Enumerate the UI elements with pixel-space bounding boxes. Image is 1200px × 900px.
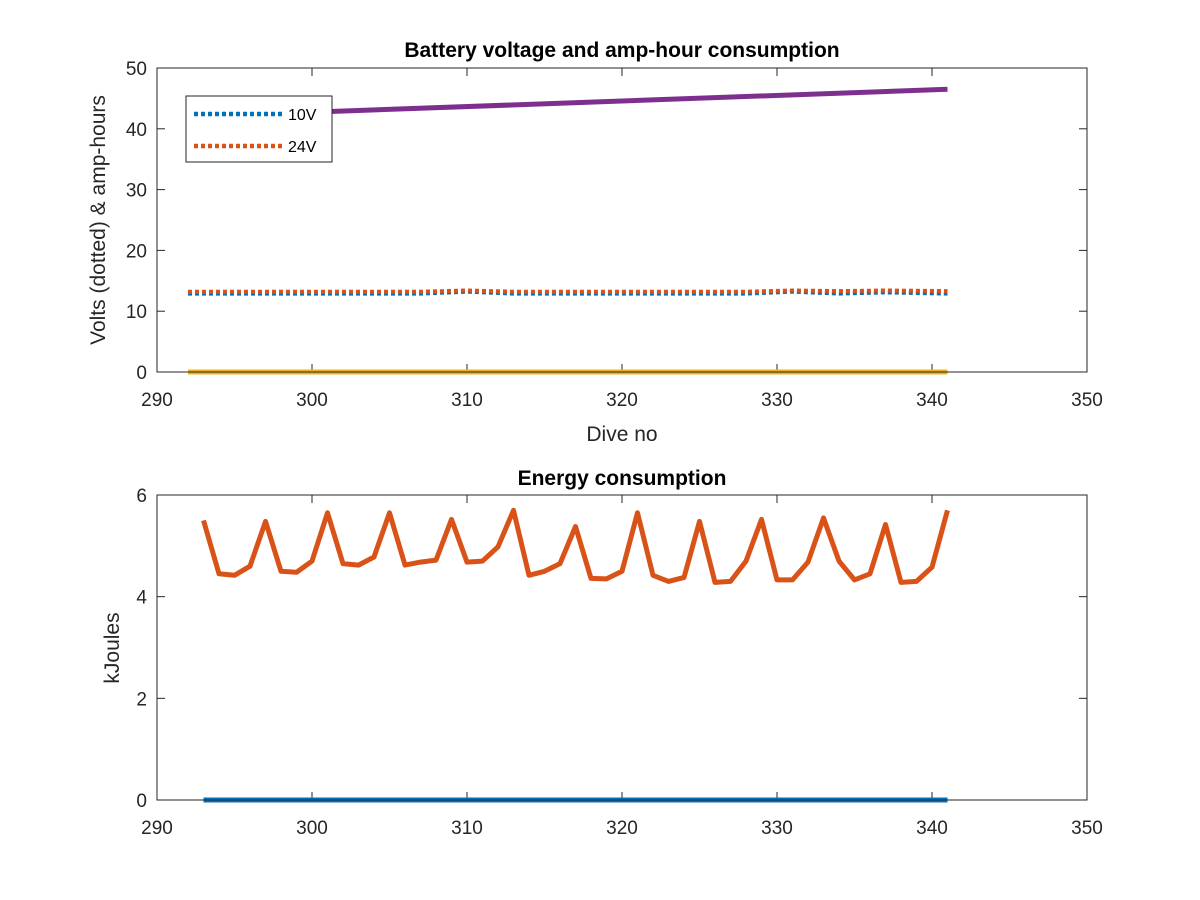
voltage-chart: Battery voltage and amp-hour consumption… <box>87 39 1103 446</box>
legend-label-24v: 24V <box>288 139 317 156</box>
x-tick-label: 350 <box>1071 818 1103 839</box>
x-tick-label: 300 <box>296 390 328 411</box>
y-tick-label: 0 <box>136 363 147 384</box>
legend-box <box>185 95 333 163</box>
energy-chart-y-label: kJoules <box>101 612 124 683</box>
y-tick-label: 0 <box>136 791 147 812</box>
x-tick-label: 330 <box>761 390 793 411</box>
x-tick-label: 290 <box>141 390 173 411</box>
voltage-chart-title: Battery voltage and amp-hour consumption <box>404 39 839 62</box>
voltage-chart-y-label: Volts (dotted) & amp-hours <box>87 95 110 345</box>
x-tick-label: 340 <box>916 818 948 839</box>
y-tick-label: 20 <box>126 241 147 262</box>
energy-chart-title: Energy consumption <box>518 467 727 490</box>
energy-chart-ticks: 290 300 310 320 330 340 350 0 2 4 6 <box>136 486 1102 839</box>
energy-chart-plot-area <box>157 495 1087 800</box>
y-tick-label: 4 <box>136 588 147 609</box>
y-tick-label: 50 <box>126 59 147 80</box>
y-tick-label: 2 <box>136 689 147 710</box>
legend-label-10v: 10V <box>288 107 317 124</box>
energy-chart: Energy consumption kJoules 290 300 310 320 3… <box>101 467 1103 839</box>
y-tick-label: 10 <box>126 302 147 323</box>
y-tick-label: 40 <box>126 120 147 141</box>
voltage-chart-x-label: Dive no <box>586 423 657 446</box>
energy-chart-frame <box>156 494 1088 801</box>
x-tick-label: 340 <box>916 390 948 411</box>
x-tick-label: 330 <box>761 818 793 839</box>
voltage-chart-legend: 10V 24V <box>185 95 333 163</box>
x-tick-label: 310 <box>451 390 483 411</box>
x-tick-label: 310 <box>451 818 483 839</box>
x-tick-label: 320 <box>606 818 638 839</box>
y-tick-label: 30 <box>126 181 147 202</box>
voltage-chart-series-line-24v <box>188 288 948 294</box>
y-tick-label: 6 <box>136 486 147 507</box>
x-tick-label: 350 <box>1071 390 1103 411</box>
energy-chart-series-line-0 <box>201 507 950 585</box>
voltage-chart-frame <box>156 67 1088 373</box>
x-tick-label: 300 <box>296 818 328 839</box>
x-tick-label: 320 <box>606 390 638 411</box>
x-tick-label: 290 <box>141 818 173 839</box>
voltage-chart-ticks: 290 300 310 320 330 340 350 0 10 20 30 40 50 <box>126 59 1103 411</box>
